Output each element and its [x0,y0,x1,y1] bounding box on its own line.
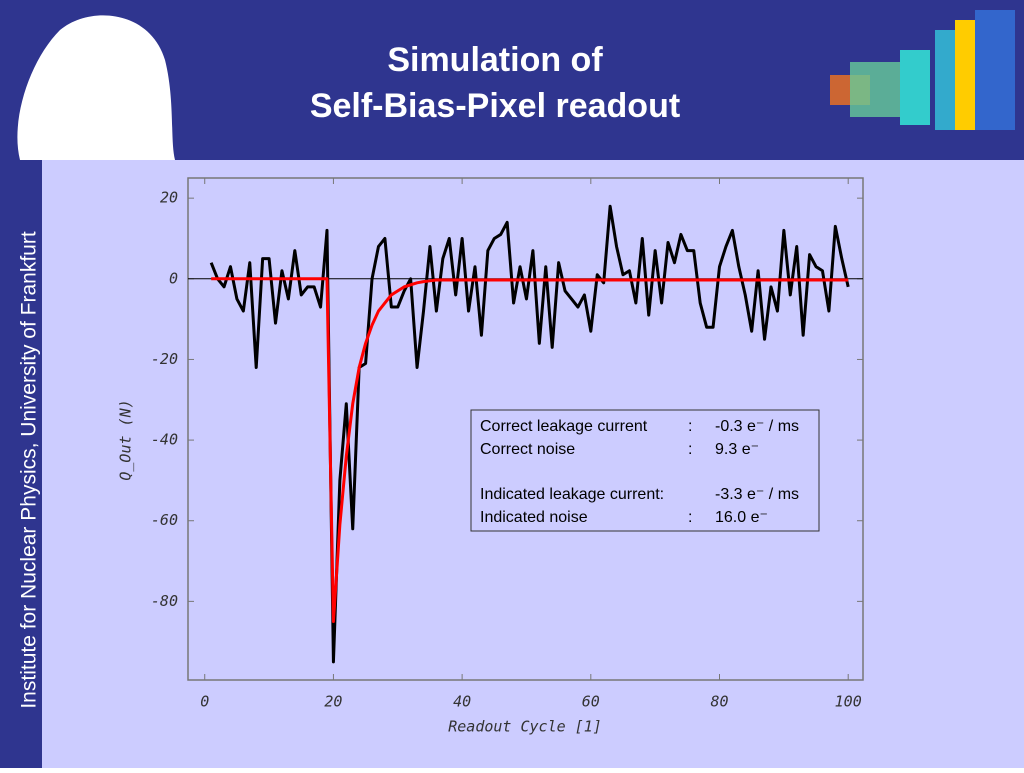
x-tick-label: 40 [453,693,471,711]
annotation-text: 9.3 e⁻ [715,441,759,458]
annotation-text: : [688,509,692,526]
y-axis-label: Q_Out (N) [117,399,135,480]
y-tick-label: 20 [160,189,178,207]
series-line [211,277,849,624]
y-tick-label: -80 [151,592,178,610]
y-tick-label: -40 [151,431,178,449]
sidebar [0,160,42,768]
title-line: Self-Bias-Pixel readout [310,87,680,125]
detector-logo [830,10,1015,130]
sidebar-text: Institute for Nuclear Physics, Universit… [18,231,41,708]
y-tick-label: -60 [151,511,178,529]
annotation-text: Correct leakage current [480,418,648,435]
annotation-text: Correct noise [480,441,575,458]
logo-portrait [17,15,175,160]
annotation-text: : [688,441,692,458]
x-tick-label: 60 [582,693,600,711]
x-tick-label: 0 [200,693,209,711]
annotation-text: -3.3 e⁻ / ms [715,486,799,503]
x-tick-label: 100 [835,693,862,711]
annotation-text: : [688,418,692,435]
annotation-text: -0.3 e⁻ / ms [715,418,799,435]
annotation-text: Indicated noise [480,509,588,526]
title-line: Simulation of [387,41,603,79]
annotation-text: 16.0 e⁻ [715,509,768,526]
x-tick-label: 20 [324,693,342,711]
x-axis-label: Readout Cycle [1] [448,718,602,736]
plot-frame [187,177,864,681]
y-tick-label: 0 [169,269,178,287]
annotation-text: Indicated leakage current: [480,486,664,503]
x-tick-label: 80 [710,693,728,711]
annotation-box [470,409,820,532]
y-tick-label: -20 [151,350,178,368]
